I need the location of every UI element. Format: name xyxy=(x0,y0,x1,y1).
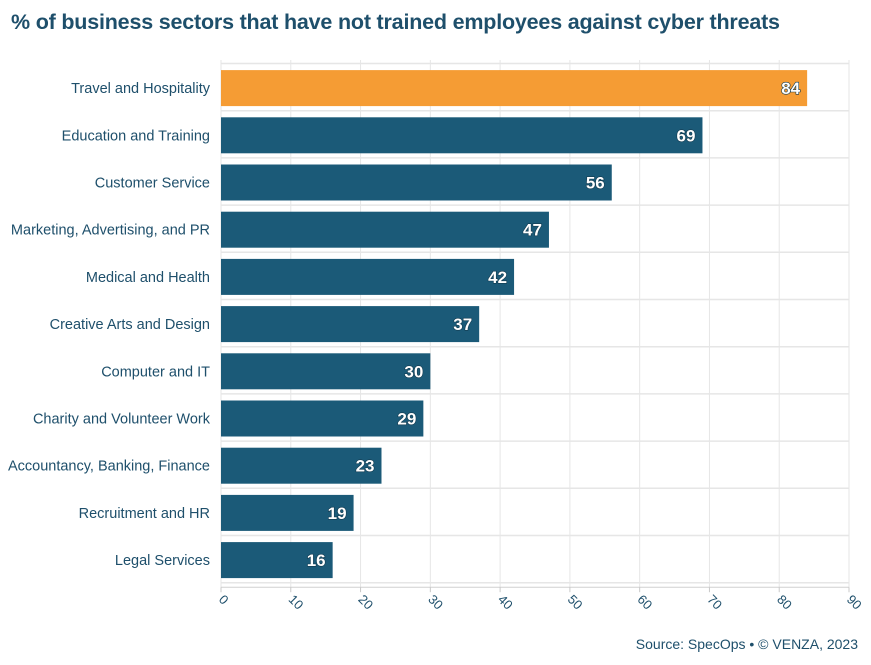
category-label: Marketing, Advertising, and PR xyxy=(11,223,210,239)
category-label: Travel and Hospitality xyxy=(71,81,211,97)
bar xyxy=(221,447,382,484)
bar xyxy=(221,353,431,390)
value-label: 23 xyxy=(356,457,375,476)
bar xyxy=(221,258,515,295)
x-tick-label: 70 xyxy=(704,592,725,613)
category-label: Customer Service xyxy=(95,176,210,192)
source-note: Source: SpecOps • © VENZA, 2023 xyxy=(635,636,858,652)
category-label: Computer and IT xyxy=(101,364,210,380)
bar xyxy=(221,70,808,107)
category-label: Creative Arts and Design xyxy=(50,317,210,333)
value-label: 30 xyxy=(404,362,423,381)
bar xyxy=(221,306,480,343)
category-label: Recruitment and HR xyxy=(79,506,210,522)
category-label: Education and Training xyxy=(62,128,210,144)
value-label: 29 xyxy=(397,410,416,429)
value-label: 37 xyxy=(453,315,472,334)
value-label: 19 xyxy=(328,504,347,523)
category-label: Legal Services xyxy=(115,553,210,569)
x-tick-label: 30 xyxy=(425,592,446,613)
category-labels: Travel and Hospitality Education and Trai… xyxy=(8,81,211,569)
x-tick-label: 40 xyxy=(495,592,516,613)
x-tick-label: 90 xyxy=(844,592,865,613)
value-label: 42 xyxy=(488,268,507,287)
x-tick-label: 80 xyxy=(774,592,795,613)
x-tick-label: 50 xyxy=(565,592,586,613)
x-tick-label: 60 xyxy=(635,592,656,613)
x-tick-label: 0 xyxy=(216,592,232,608)
value-label: 47 xyxy=(523,221,542,240)
bar xyxy=(221,542,333,579)
x-axis: 0 10 20 30 40 50 60 70 80 90 xyxy=(216,586,865,613)
chart-title: % of business sectors that have not trai… xyxy=(11,10,780,34)
value-labels: 84 69 56 47 42 37 30 29 23 19 16 xyxy=(306,78,801,570)
bar xyxy=(221,164,612,201)
x-tick-label: 20 xyxy=(355,592,376,613)
value-label: 84 xyxy=(781,79,800,98)
bar xyxy=(221,117,703,154)
bar xyxy=(221,400,424,437)
bar xyxy=(221,211,549,248)
value-label: 56 xyxy=(586,174,605,193)
value-label: 16 xyxy=(307,551,326,570)
bar xyxy=(221,494,354,531)
bars xyxy=(221,70,808,579)
category-label: Medical and Health xyxy=(86,270,210,286)
category-label: Charity and Volunteer Work xyxy=(33,412,211,428)
value-label: 69 xyxy=(677,126,696,145)
category-label: Accountancy, Banking, Finance xyxy=(8,459,210,475)
x-tick-label: 10 xyxy=(286,592,307,613)
